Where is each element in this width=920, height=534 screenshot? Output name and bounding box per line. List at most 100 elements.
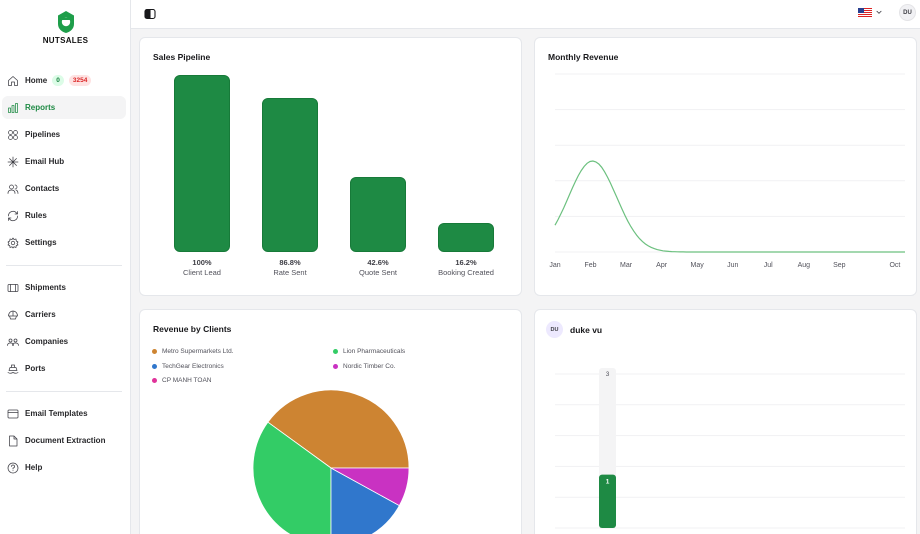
sidebar-item-email-templates[interactable]: Email Templates <box>2 402 126 425</box>
month-label: Mar <box>620 262 633 269</box>
month-label: Feb <box>584 262 597 269</box>
gear-icon <box>6 236 20 250</box>
month-label: Jul <box>763 262 773 269</box>
monthly-revenue-chart <box>554 73 905 253</box>
month-label: Oct <box>889 262 901 269</box>
pie-slice[interactable] <box>252 421 332 534</box>
logo-text: NUTSALES <box>42 36 89 45</box>
legend-swatch <box>152 349 157 354</box>
legend-item[interactable]: Metro Supermarkets Ltd. <box>152 348 234 355</box>
sidebar-item-help[interactable]: Help <box>2 456 126 479</box>
legend-item[interactable]: Nordic Timber Co. <box>333 363 395 370</box>
pipeline-value-label: 16.2% <box>455 258 477 267</box>
month-label: Jun <box>727 262 739 269</box>
month-label: Apr <box>656 262 668 269</box>
sidebar-divider <box>6 265 122 266</box>
month-label: May <box>690 262 704 269</box>
card-title: Monthly Revenue <box>548 52 619 62</box>
month-label: Jan <box>549 262 561 269</box>
companies-icon <box>6 335 20 349</box>
sidebar-item-email-hub[interactable]: Email Hub <box>2 150 126 173</box>
sidebar-item-label: Email Templates <box>25 409 88 418</box>
rules-icon <box>6 209 20 223</box>
legend-label: CP MANH TOAN <box>162 377 212 384</box>
sidebar-item-label: Shipments <box>25 283 66 292</box>
carriers-icon <box>6 308 20 322</box>
bar-chart-icon <box>6 101 20 115</box>
sidebar-item-rules[interactable]: Rules <box>2 204 126 227</box>
legend-label: Metro Supermarkets Ltd. <box>162 348 234 355</box>
legend-label: Nordic Timber Co. <box>343 363 396 370</box>
sidebar-item-label: Settings <box>25 238 57 247</box>
sidebar: NUTSALES Home 0 3254 Reports Pipelines E… <box>0 0 131 534</box>
sidebar-item-shipments[interactable]: Shipments <box>2 276 126 299</box>
pipeline-value-label: 42.6% <box>367 258 389 267</box>
pipeline-bar[interactable] <box>262 98 318 252</box>
pie-slice[interactable] <box>267 389 410 469</box>
sidebar-item-label: Carriers <box>25 310 56 319</box>
card-title: Sales Pipeline <box>153 52 211 62</box>
home-badge-red: 3254 <box>68 75 92 86</box>
legend-item[interactable]: Lion Pharmaceuticals <box>333 348 405 355</box>
sales-pipeline-card: Sales Pipeline 100% Client Lead 86.8% Rate … <box>139 37 522 296</box>
pipeline-category-label: Client Lead <box>183 268 221 277</box>
pipeline-value-label: 86.8% <box>279 258 301 267</box>
user-avatar: DU <box>546 321 563 338</box>
home-icon <box>6 74 20 88</box>
pipeline-category-label: Quote Sent <box>359 268 397 277</box>
sidebar-item-carriers[interactable]: Carriers <box>2 303 126 326</box>
sidebar-item-label: Home <box>25 76 48 85</box>
us-flag-icon[interactable] <box>858 8 872 17</box>
bar-value-label: 1 <box>606 479 610 486</box>
pipeline-category-label: Rate Sent <box>273 268 307 277</box>
sidebar-item-label: Contacts <box>25 184 60 193</box>
sidebar-item-label: Reports <box>25 103 56 112</box>
user-avatar[interactable]: DU <box>899 4 916 21</box>
sidebar-item-label: Companies <box>25 337 69 346</box>
sidebar-item-companies[interactable]: Companies <box>2 330 126 353</box>
document-icon <box>6 434 20 448</box>
sidebar-toggle-icon[interactable] <box>144 8 156 20</box>
pie-slice[interactable] <box>330 467 400 534</box>
pipeline-bar[interactable] <box>174 75 230 252</box>
legend-label: TechGear Electronics <box>162 363 224 370</box>
sidebar-item-contacts[interactable]: Contacts <box>2 177 126 200</box>
pipeline-value-label: 100% <box>192 258 212 267</box>
monthly-revenue-card: Monthly Revenue Jan Feb Mar Apr May Jun Jul Aug… <box>534 37 917 296</box>
pipeline-bar[interactable] <box>350 176 406 252</box>
legend-item[interactable]: TechGear Electronics <box>152 363 224 370</box>
user-activity-chart: 31 <box>555 368 905 529</box>
email-hub-icon <box>6 155 20 169</box>
sidebar-item-ports[interactable]: Ports <box>2 357 126 380</box>
pie-slice[interactable] <box>330 467 410 507</box>
sidebar-item-pipelines[interactable]: Pipelines <box>2 123 126 146</box>
sidebar-item-settings[interactable]: Settings <box>2 231 126 254</box>
activity-bar[interactable] <box>599 474 616 528</box>
sidebar-item-label: Help <box>25 463 43 472</box>
month-label: Aug <box>797 262 811 269</box>
contacts-icon <box>6 182 20 196</box>
logo[interactable]: NUTSALES <box>0 10 131 45</box>
legend-swatch <box>152 378 157 383</box>
sidebar-item-label: Pipelines <box>25 130 61 139</box>
sidebar-item-reports[interactable]: Reports <box>2 96 126 119</box>
legend-label: Lion Pharmaceuticals <box>343 348 406 355</box>
chevron-down-icon[interactable] <box>875 8 883 16</box>
revenue-pie-chart <box>252 389 410 534</box>
sidebar-item-label: Document Extraction <box>25 436 106 445</box>
pipeline-bar[interactable] <box>438 223 494 252</box>
home-badge-green: 0 <box>52 75 64 86</box>
ports-icon <box>6 362 20 376</box>
month-label: Sep <box>833 262 846 269</box>
shipments-icon <box>6 281 20 295</box>
sidebar-item-label: Email Hub <box>25 157 65 166</box>
pipelines-icon <box>6 128 20 142</box>
sidebar-item-label: Rules <box>25 211 47 220</box>
legend-swatch <box>333 349 338 354</box>
sidebar-item-document-extraction[interactable]: Document Extraction <box>2 429 126 452</box>
sidebar-item-home[interactable]: Home 0 3254 <box>2 69 126 92</box>
legend-swatch <box>333 364 338 369</box>
sidebar-item-label: Ports <box>25 364 46 373</box>
legend-item[interactable]: CP MANH TOAN <box>152 377 211 384</box>
